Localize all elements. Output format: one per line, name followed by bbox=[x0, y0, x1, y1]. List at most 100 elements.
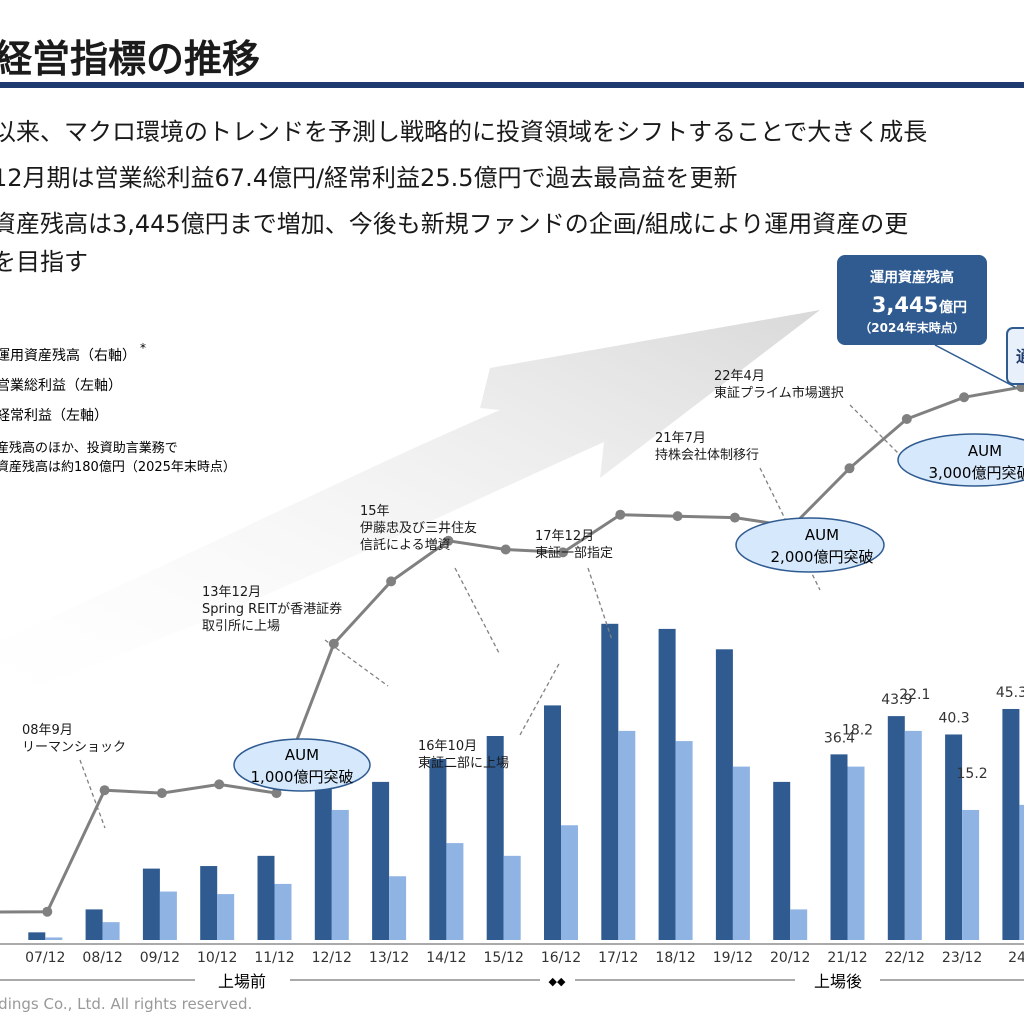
leader-line bbox=[849, 404, 901, 456]
aum-point bbox=[156, 788, 167, 799]
x-tick-label: 16/12 bbox=[541, 950, 581, 966]
aum-point bbox=[558, 547, 568, 558]
bar-ordinary-profit bbox=[446, 843, 464, 940]
bar-gross-profit bbox=[830, 754, 848, 940]
event-text: 東証プライム市場選択 bbox=[714, 385, 844, 401]
bar-gross-profit bbox=[142, 868, 160, 940]
bar-ordinary-profit bbox=[159, 891, 177, 940]
aum-badge-value: 2,000億円突破 bbox=[771, 548, 874, 566]
bar-ordinary-profit bbox=[561, 825, 578, 940]
bar-ordinary-profit bbox=[618, 730, 636, 940]
data-label-ordinary-profit: 22.1 bbox=[899, 687, 930, 703]
x-tick-label: 18/12 bbox=[655, 950, 695, 966]
bar-ordinary-profit bbox=[962, 809, 980, 940]
event-text: 東証一部指定 bbox=[535, 545, 613, 561]
x-tick-label: 22/12 bbox=[885, 950, 925, 966]
bar-ordinary-profit bbox=[904, 730, 922, 940]
x-tick-label: 13/12 bbox=[369, 950, 409, 966]
period-before-listing: 上場前 bbox=[218, 972, 266, 991]
leader-line bbox=[454, 567, 501, 656]
aum-point bbox=[959, 392, 970, 403]
x-tick-label: 09/12 bbox=[140, 950, 180, 966]
data-label-gross-profit: 40.3 bbox=[939, 710, 970, 726]
bar-gross-profit bbox=[601, 623, 619, 940]
event-text: 15年 bbox=[360, 504, 390, 519]
page-title: 経営指標の推移 bbox=[0, 37, 261, 81]
bar-ordinary-profit bbox=[331, 809, 349, 940]
event-text: 16年10月 bbox=[418, 739, 477, 754]
aum-point bbox=[271, 788, 282, 799]
bullet-1: 以来、マクロ環境のトレンドを予測し戦略的に投資領域をシフトすることで大きく成長 bbox=[0, 118, 928, 146]
aum-point bbox=[844, 463, 855, 474]
event-text: 17年12月 bbox=[535, 529, 594, 544]
leader-line bbox=[324, 639, 389, 687]
x-tick-label: 10/12 bbox=[197, 950, 237, 966]
legend-item-ordinary-profit: 経常利益（左軸） bbox=[0, 408, 108, 424]
x-tick-label: 11/12 bbox=[254, 950, 294, 966]
event-text: 21年7月 bbox=[655, 431, 706, 446]
leader-line bbox=[79, 759, 106, 829]
aum-badge-1000: AUM 1,000億円突破 bbox=[233, 738, 371, 792]
bar-gross-profit bbox=[1002, 708, 1020, 940]
x-tick-label: 07/12 bbox=[25, 950, 65, 966]
x-tick-label: 08/12 bbox=[82, 950, 122, 966]
callout-title: 運用資産残高 bbox=[870, 269, 954, 286]
bar-gross-profit bbox=[28, 932, 46, 940]
aum-point bbox=[386, 576, 397, 587]
data-label-gross-profit: 36.4 bbox=[824, 730, 855, 746]
aum-badge-label: AUM bbox=[285, 746, 319, 764]
growth-arrow-icon bbox=[0, 310, 820, 700]
x-tick-label: 12/12 bbox=[312, 950, 352, 966]
aum-point bbox=[672, 511, 683, 522]
x-tick-label: 15/12 bbox=[484, 950, 524, 966]
aum-badge-value: 3,000億円突破 bbox=[929, 464, 1024, 482]
event-text: 取引所に上場 bbox=[202, 619, 280, 634]
event-text: 伊藤忠及び三井住友 bbox=[360, 520, 477, 536]
bar-gross-profit bbox=[887, 716, 905, 940]
aum-point bbox=[42, 906, 53, 917]
data-label-ordinary-profit: 15.2 bbox=[957, 766, 988, 782]
bar-gross-profit bbox=[945, 734, 963, 940]
bar-gross-profit bbox=[429, 758, 447, 940]
bar-gross-profit bbox=[257, 855, 275, 940]
aum-point bbox=[615, 509, 626, 520]
bar-gross-profit bbox=[372, 781, 390, 940]
legend-item-aum: 運用資産残高（右軸） bbox=[0, 347, 136, 364]
bar-gross-profit bbox=[773, 781, 791, 940]
aum-point bbox=[99, 785, 110, 796]
bar-ordinary-profit bbox=[274, 883, 292, 940]
bar-ordinary-profit bbox=[847, 766, 865, 940]
bar-gross-profit bbox=[715, 649, 733, 940]
bar-ordinary-profit bbox=[503, 855, 521, 940]
bar-ordinary-profit bbox=[790, 909, 808, 940]
bar-ordinary-profit bbox=[45, 937, 63, 940]
bar-ordinary-profit bbox=[389, 876, 407, 940]
bullet-2: 12月期は営業総利益67.4億円/経常利益25.5億円で過去最高益を更新 bbox=[0, 164, 738, 192]
aum-callout: 運用資産残高 3,445 億円 （2024年末時点） 通 bbox=[837, 255, 1024, 388]
bullet-4: を目指す bbox=[0, 248, 88, 276]
data-label-gross-profit: 43.9 bbox=[881, 692, 912, 708]
aum-point bbox=[729, 512, 740, 523]
x-tick-label: 17/12 bbox=[598, 950, 638, 966]
title-rule bbox=[0, 82, 1024, 88]
x-tick-label: 21/12 bbox=[827, 950, 867, 966]
callout-value: 3,445 bbox=[872, 293, 938, 317]
aum-point bbox=[500, 544, 511, 555]
event-text: 信託による増資 bbox=[360, 537, 451, 553]
data-label-ordinary-profit: 18.2 bbox=[842, 723, 873, 739]
callout-unit: 億円 bbox=[939, 299, 967, 316]
period-after-listing: 上場後 bbox=[814, 972, 862, 991]
bar-gross-profit bbox=[85, 909, 103, 940]
aum-badge-2000: AUM 2,000億円突破 bbox=[735, 517, 885, 573]
aum-point bbox=[214, 779, 225, 790]
callout-sub: （2024年末時点） bbox=[859, 320, 964, 335]
callout-partial-label: 通 bbox=[1016, 347, 1024, 366]
bar-ordinary-profit bbox=[217, 894, 235, 940]
event-text: 持株会社体制移行 bbox=[655, 447, 759, 463]
legend-note-2: 資産残高は約180億円（2025年末時点） bbox=[0, 459, 236, 475]
